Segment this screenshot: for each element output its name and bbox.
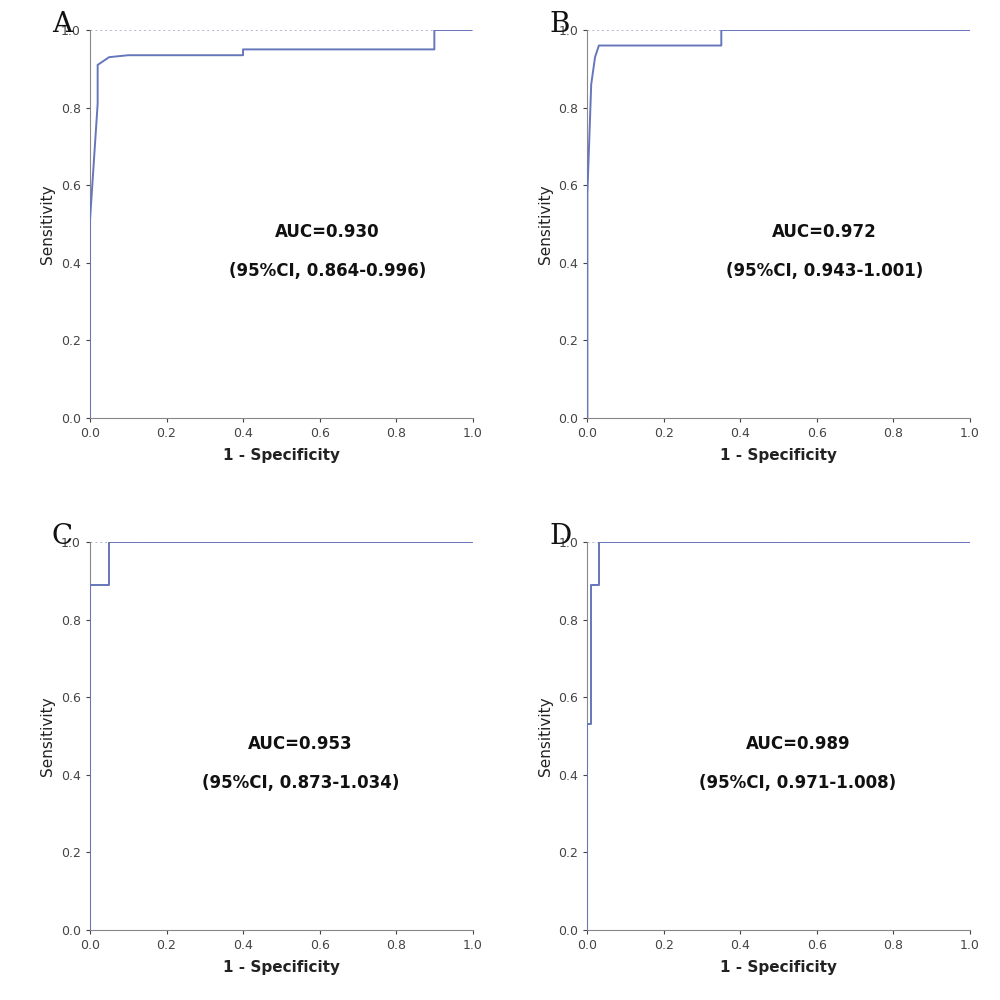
Y-axis label: Sensitivity: Sensitivity [538,696,553,776]
Text: (95%CI, 0.873-1.034): (95%CI, 0.873-1.034) [202,774,399,792]
Y-axis label: Sensitivity: Sensitivity [40,696,55,776]
Text: (95%CI, 0.971-1.008): (95%CI, 0.971-1.008) [699,774,896,792]
Text: AUC=0.930: AUC=0.930 [275,223,380,241]
Text: B: B [549,11,570,38]
Text: A: A [52,11,72,38]
X-axis label: 1 - Specificity: 1 - Specificity [720,448,837,463]
Text: AUC=0.972: AUC=0.972 [772,223,877,241]
X-axis label: 1 - Specificity: 1 - Specificity [720,960,837,975]
X-axis label: 1 - Specificity: 1 - Specificity [223,960,340,975]
Text: (95%CI, 0.943-1.001): (95%CI, 0.943-1.001) [726,262,923,280]
Y-axis label: Sensitivity: Sensitivity [40,184,55,264]
X-axis label: 1 - Specificity: 1 - Specificity [223,448,340,463]
Text: AUC=0.989: AUC=0.989 [746,735,850,753]
Text: D: D [549,523,571,550]
Text: AUC=0.953: AUC=0.953 [248,735,353,753]
Text: C: C [52,523,73,550]
Text: (95%CI, 0.864-0.996): (95%CI, 0.864-0.996) [229,262,426,280]
Y-axis label: Sensitivity: Sensitivity [538,184,553,264]
